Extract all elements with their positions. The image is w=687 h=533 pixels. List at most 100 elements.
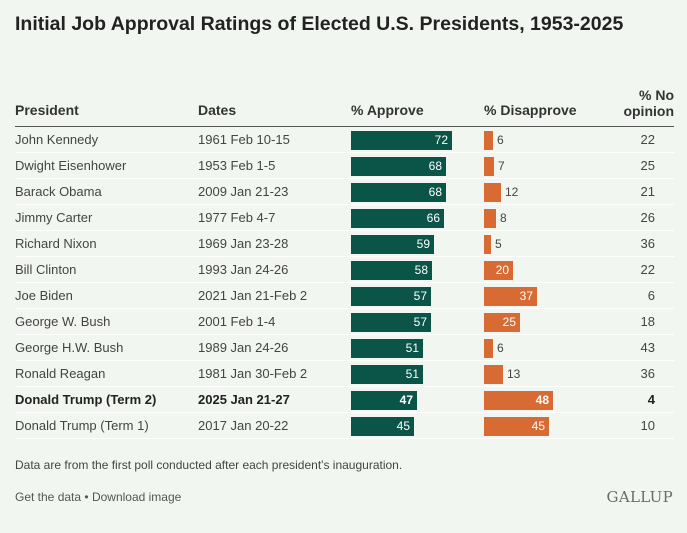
president-name: Bill Clinton: [15, 262, 77, 277]
disapprove-value: 25: [502, 315, 516, 329]
disapprove-bar: [484, 365, 503, 384]
approve-bar: [351, 313, 431, 332]
disapprove-bar: [484, 157, 494, 176]
approve-value: 72: [434, 133, 448, 147]
table-row: Joe Biden 2021 Jan 21-Feb 2 57 37 6: [15, 283, 674, 309]
approve-bar: [351, 417, 414, 436]
disapprove-value: 7: [498, 159, 505, 173]
disapprove-bar: [484, 235, 491, 254]
no-opinion-value: 26: [640, 210, 655, 225]
table-row: Dwight Eisenhower 1953 Feb 1-5 68 7 25: [15, 153, 674, 179]
row-divider: [15, 438, 674, 439]
row-divider: [15, 256, 674, 257]
row-divider: [15, 282, 674, 283]
row-divider: [15, 178, 674, 179]
disapprove-bar: [484, 313, 520, 332]
chart-note: Data are from the first poll conducted a…: [15, 458, 403, 472]
no-opinion-value: 22: [640, 262, 655, 277]
approve-bar: [351, 261, 432, 280]
no-opinion-value: 21: [640, 184, 655, 199]
no-opinion-value: 43: [640, 340, 655, 355]
row-divider: [15, 308, 674, 309]
approve-value: 47: [399, 393, 413, 407]
poll-dates: 1981 Jan 30-Feb 2: [198, 366, 308, 381]
download-image-link[interactable]: Download image: [91, 490, 182, 504]
column-header-no-opinion-line1: % No: [639, 87, 674, 103]
no-opinion-value: 4: [647, 392, 655, 407]
president-name: George H.W. Bush: [15, 340, 124, 355]
approve-bar: [351, 391, 417, 410]
president-name: Donald Trump (Term 2): [15, 392, 157, 407]
approve-bar: [351, 131, 452, 150]
no-opinion-value: 36: [640, 366, 655, 381]
disapprove-bar: [484, 131, 493, 150]
table-row: Barack Obama 2009 Jan 21-23 68 12 21: [15, 179, 674, 205]
column-header-dates: Dates: [198, 102, 237, 118]
disapprove-value: 13: [507, 367, 521, 381]
no-opinion-value: 18: [640, 314, 655, 329]
table-row: Bill Clinton 1993 Jan 24-26 58 20 22: [15, 257, 674, 283]
gallup-logo: GALLUP: [606, 488, 673, 506]
no-opinion-value: 22: [640, 132, 655, 147]
table-row: Jimmy Carter 1977 Feb 4-7 66 8 26: [15, 205, 674, 231]
approve-value: 68: [428, 159, 442, 173]
poll-dates: 1961 Feb 10-15: [198, 132, 290, 147]
approve-bar: [351, 157, 446, 176]
disapprove-bar: [484, 209, 496, 228]
poll-dates: 1977 Feb 4-7: [198, 210, 276, 225]
disapprove-value: 6: [497, 341, 504, 355]
no-opinion-value: 36: [640, 236, 655, 251]
approve-value: 45: [396, 419, 410, 433]
header-divider: [15, 126, 674, 127]
president-name: Barack Obama: [15, 184, 102, 199]
approve-value: 51: [405, 367, 419, 381]
poll-dates: 2025 Jan 21-27: [198, 392, 290, 407]
poll-dates: 2021 Jan 21-Feb 2: [198, 288, 308, 303]
president-name: Joe Biden: [15, 288, 73, 303]
table-row: Donald Trump (Term 1) 2017 Jan 20-22 45 45 1…: [15, 413, 674, 439]
president-name: John Kennedy: [15, 132, 99, 147]
approve-bar: [351, 235, 434, 254]
approve-bar: [351, 365, 423, 384]
poll-dates: 2009 Jan 21-23: [198, 184, 289, 199]
disapprove-bar: [484, 339, 493, 358]
table-row: George H.W. Bush 1989 Jan 24-26 51 6 43: [15, 335, 674, 361]
disapprove-bar: [484, 417, 549, 436]
disapprove-value: 20: [495, 263, 509, 277]
approve-value: 66: [426, 211, 440, 225]
disapprove-value: 5: [495, 237, 502, 251]
approve-value: 57: [413, 289, 427, 303]
disapprove-value: 37: [519, 289, 533, 303]
chart-title: Initial Job Approval Ratings of Elected …: [15, 13, 624, 35]
disapprove-bar: [484, 261, 513, 280]
column-header-approve: % Approve: [351, 102, 424, 118]
poll-dates: 1969 Jan 23-28: [198, 236, 289, 251]
no-opinion-value: 6: [647, 288, 655, 303]
approve-value: 59: [416, 237, 430, 251]
disapprove-value: 48: [535, 393, 549, 407]
row-divider: [15, 386, 674, 387]
disapprove-value: 45: [531, 419, 545, 433]
disapprove-bar: [484, 391, 553, 410]
president-name: Donald Trump (Term 1): [15, 418, 149, 433]
no-opinion-value: 10: [640, 418, 655, 433]
row-divider: [15, 152, 674, 153]
disapprove-bar: [484, 287, 537, 306]
table-row: Ronald Reagan 1981 Jan 30-Feb 2 51 13 36: [15, 361, 674, 387]
disapprove-value: 6: [497, 133, 504, 147]
president-name: Richard Nixon: [15, 236, 97, 251]
row-divider: [15, 230, 674, 231]
approve-bar: [351, 339, 423, 358]
poll-dates: 1993 Jan 24-26: [198, 262, 289, 277]
approve-value: 57: [413, 315, 427, 329]
get-data-link[interactable]: Get the data: [15, 490, 82, 504]
row-divider: [15, 204, 674, 205]
approve-bar: [351, 183, 446, 202]
poll-dates: 2017 Jan 20-22: [198, 418, 289, 433]
approve-bar: [351, 209, 444, 228]
column-header-no-opinion-line2: opinion: [623, 103, 674, 119]
no-opinion-value: 25: [640, 158, 655, 173]
footer-separator: •: [84, 490, 89, 504]
poll-dates: 2001 Feb 1-4: [198, 314, 276, 329]
row-divider: [15, 334, 674, 335]
